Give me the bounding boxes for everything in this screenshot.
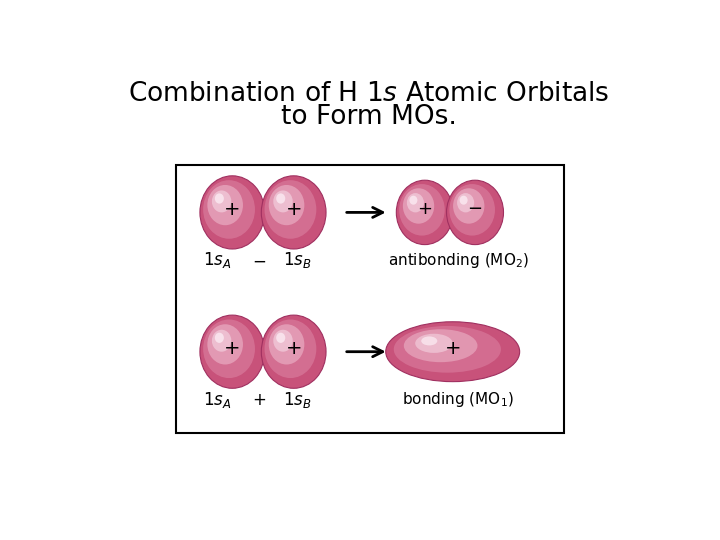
Text: $1s_\mathregular{B}$: $1s_\mathregular{B}$: [284, 250, 312, 270]
Ellipse shape: [200, 176, 265, 249]
Ellipse shape: [215, 193, 224, 204]
Text: bonding (MO$_1$): bonding (MO$_1$): [402, 390, 514, 409]
Text: Combination of H 1$s$ Atomic Orbitals: Combination of H 1$s$ Atomic Orbitals: [128, 81, 610, 107]
Ellipse shape: [269, 324, 305, 365]
Ellipse shape: [207, 324, 243, 365]
Ellipse shape: [394, 326, 501, 373]
Text: $1s_\mathregular{A}$: $1s_\mathregular{A}$: [203, 250, 231, 270]
Ellipse shape: [207, 185, 243, 225]
Text: +: +: [224, 200, 240, 219]
Ellipse shape: [212, 330, 231, 352]
Text: +: +: [285, 200, 302, 219]
Ellipse shape: [276, 193, 285, 204]
Text: $1s_\mathregular{A}$: $1s_\mathregular{A}$: [203, 389, 231, 409]
Ellipse shape: [404, 329, 477, 362]
Ellipse shape: [203, 320, 255, 378]
Text: −: −: [467, 200, 482, 218]
Ellipse shape: [264, 180, 316, 239]
Ellipse shape: [415, 334, 453, 353]
Ellipse shape: [410, 195, 418, 205]
Ellipse shape: [200, 315, 265, 388]
Ellipse shape: [396, 180, 454, 245]
Ellipse shape: [421, 336, 437, 346]
Ellipse shape: [276, 333, 285, 343]
Text: +: +: [285, 339, 302, 358]
Ellipse shape: [446, 180, 503, 245]
Text: +: +: [444, 339, 461, 358]
Ellipse shape: [399, 184, 445, 235]
Text: $1s_\mathregular{B}$: $1s_\mathregular{B}$: [284, 389, 312, 409]
Ellipse shape: [274, 191, 293, 212]
Text: to Form MOs.: to Form MOs.: [281, 104, 457, 130]
Ellipse shape: [215, 333, 224, 343]
Ellipse shape: [212, 191, 231, 212]
Ellipse shape: [459, 195, 467, 205]
Text: +: +: [224, 339, 240, 358]
Text: $+$: $+$: [252, 390, 266, 409]
Ellipse shape: [203, 180, 255, 239]
Ellipse shape: [264, 320, 316, 378]
Ellipse shape: [261, 315, 326, 388]
Text: antibonding (MO$_2$): antibonding (MO$_2$): [388, 251, 528, 269]
Ellipse shape: [403, 188, 434, 224]
Ellipse shape: [449, 184, 495, 235]
FancyBboxPatch shape: [176, 165, 564, 433]
Ellipse shape: [274, 330, 293, 352]
Text: $-$: $-$: [252, 251, 266, 269]
Ellipse shape: [261, 176, 326, 249]
Ellipse shape: [269, 185, 305, 225]
Ellipse shape: [386, 322, 520, 382]
Ellipse shape: [407, 193, 424, 212]
Ellipse shape: [457, 193, 474, 212]
Text: +: +: [418, 200, 432, 218]
Ellipse shape: [453, 188, 485, 224]
